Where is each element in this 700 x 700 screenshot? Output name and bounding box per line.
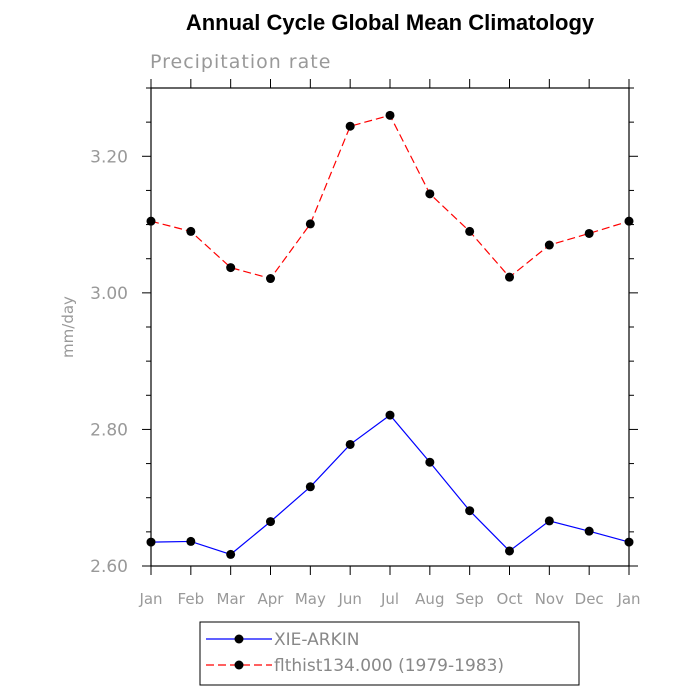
series-2-point — [505, 272, 514, 282]
series-1-point — [584, 526, 594, 536]
y-axis: 2.60 2.80 3.00 3.20 — [90, 87, 638, 577]
series-1-point — [544, 516, 554, 526]
chart-title: Annual Cycle Global Mean Climatology — [186, 10, 595, 35]
series-2-point — [385, 110, 395, 120]
series-2-point — [186, 226, 196, 236]
series-2-point — [146, 216, 156, 226]
legend: XIE-ARKIN flthist134.000 (1979-1983) — [206, 630, 504, 676]
series-1-point — [465, 506, 475, 516]
plot-frame — [150, 87, 630, 567]
series-1-point — [266, 517, 275, 527]
x-tick-label: Jan — [138, 590, 162, 608]
x-tick-label: Oct — [497, 590, 523, 608]
series-2-point — [266, 274, 275, 284]
legend-marker-2 — [234, 660, 244, 670]
series-1-point — [305, 482, 315, 492]
series-2-point — [584, 228, 594, 238]
legend-label-2: flthist134.000 (1979-1983) — [274, 656, 504, 676]
x-tick-label: Dec — [575, 590, 604, 608]
series-1-point — [624, 537, 634, 547]
series-1-point — [505, 546, 514, 556]
x-tick-label: Jul — [380, 590, 399, 608]
x-tick-label: Jun — [337, 590, 361, 608]
series-2-point — [544, 240, 554, 250]
series-1-point — [146, 537, 156, 547]
series-layer — [146, 110, 634, 559]
series-1-point — [186, 536, 196, 546]
series-2-point — [305, 219, 315, 229]
x-tick-label: Feb — [178, 590, 205, 608]
legend-box — [199, 621, 580, 686]
x-tick-label: Jan — [616, 590, 640, 608]
y-tick-label: 2.80 — [90, 420, 128, 440]
series-2-point — [226, 263, 236, 273]
series-line-2 — [150, 114, 630, 280]
x-tick-label: Mar — [217, 590, 246, 608]
y-tick-label: 3.00 — [90, 284, 128, 304]
x-tick-label: Aug — [415, 590, 444, 608]
y-axis-label: mm/day — [59, 296, 77, 358]
series-line-1 — [150, 414, 630, 556]
series-2-point — [425, 189, 435, 199]
chart-subtitle: Precipitation rate — [150, 51, 331, 73]
y-tick-label: 3.20 — [90, 147, 128, 167]
x-tick-label: Nov — [535, 590, 564, 608]
series-2-point — [465, 226, 475, 236]
series-1-point — [345, 439, 355, 449]
series-2-point — [624, 216, 634, 226]
series-1-point — [385, 410, 395, 420]
series-1-point — [425, 457, 435, 467]
y-tick-label: 2.60 — [90, 557, 128, 577]
series-2-point — [345, 121, 355, 131]
legend-marker-1 — [234, 634, 244, 644]
series-1-point — [226, 549, 236, 559]
x-tick-label: Apr — [258, 590, 285, 608]
x-axis: Jan Feb Mar Apr May Jun Jul Aug Sep Oct Nov Dec Jan — [138, 79, 641, 608]
x-tick-label: Sep — [456, 590, 484, 608]
x-tick-label: May — [295, 590, 326, 608]
legend-label-1: XIE-ARKIN — [274, 630, 359, 650]
